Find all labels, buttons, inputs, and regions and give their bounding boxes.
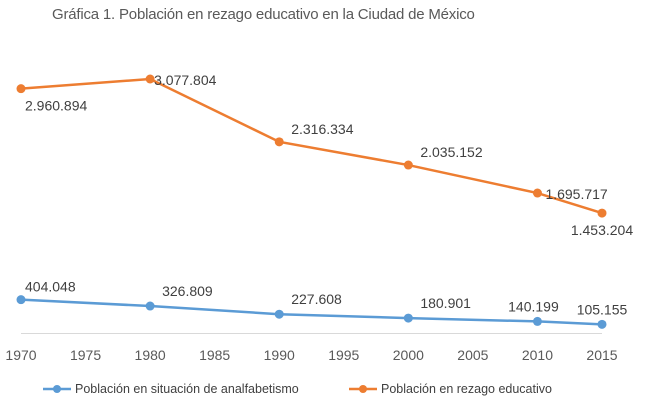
data-label: 2.960.894 (25, 98, 87, 114)
x-tick-label: 2015 (586, 347, 617, 363)
data-point (597, 319, 607, 329)
data-label: 2.035.152 (420, 144, 482, 160)
x-tick-label: 2005 (457, 347, 488, 363)
x-tick-label: 2000 (393, 347, 424, 363)
data-label: 140.199 (508, 298, 559, 314)
data-label: 404.048 (25, 279, 76, 295)
chart-title: Gráfica 1. Población en rezago educativo… (52, 6, 475, 23)
data-label: 227.608 (291, 291, 342, 307)
data-point (145, 301, 155, 311)
data-point (145, 74, 155, 84)
data-point (16, 295, 26, 305)
data-point (274, 309, 284, 319)
legend-marker-orange-icon (349, 385, 377, 393)
data-label: 2.316.334 (291, 121, 353, 137)
data-label: 1.695.717 (545, 186, 607, 202)
series-line-1 (20, 77, 603, 215)
x-tick-label: 2010 (522, 347, 553, 363)
data-label: 105.155 (577, 301, 628, 317)
data-label: 3.077.804 (154, 72, 216, 88)
series-line-0 (20, 298, 603, 326)
legend-label-analfabetismo: Población en situación de analfabetismo (75, 382, 299, 396)
legend-marker-blue-icon (43, 385, 71, 393)
data-point (16, 84, 26, 94)
data-point (403, 160, 413, 170)
data-label: 180.901 (420, 295, 471, 311)
x-tick-label: 1995 (328, 347, 359, 363)
data-label: 326.809 (162, 283, 213, 299)
data-point (532, 316, 542, 326)
data-point (403, 313, 413, 323)
legend-item-rezago: Población en rezago educativo (348, 382, 552, 396)
data-point (597, 208, 607, 218)
x-tick-label: 1985 (199, 347, 230, 363)
legend: Población en situación de analfabetismo … (0, 382, 650, 402)
series-group (16, 74, 607, 329)
legend-item-analfabetismo: Población en situación de analfabetismo (42, 382, 299, 396)
data-label: 1.453.204 (571, 222, 633, 238)
x-tick-label: 1980 (135, 347, 166, 363)
data-labels: 404.048 326.809 227.608 180.901 140.199 105.1… (25, 72, 633, 317)
x-tick-label: 1975 (70, 347, 101, 363)
x-axis-ticks: 1970 1975 1980 1985 1990 1995 2000 2005 2010 2015 (5, 347, 617, 363)
x-tick-label: 1970 (5, 347, 36, 363)
x-tick-label: 1990 (264, 347, 295, 363)
data-point (274, 137, 284, 147)
legend-label-rezago: Población en rezago educativo (381, 382, 552, 396)
data-point (532, 188, 542, 198)
